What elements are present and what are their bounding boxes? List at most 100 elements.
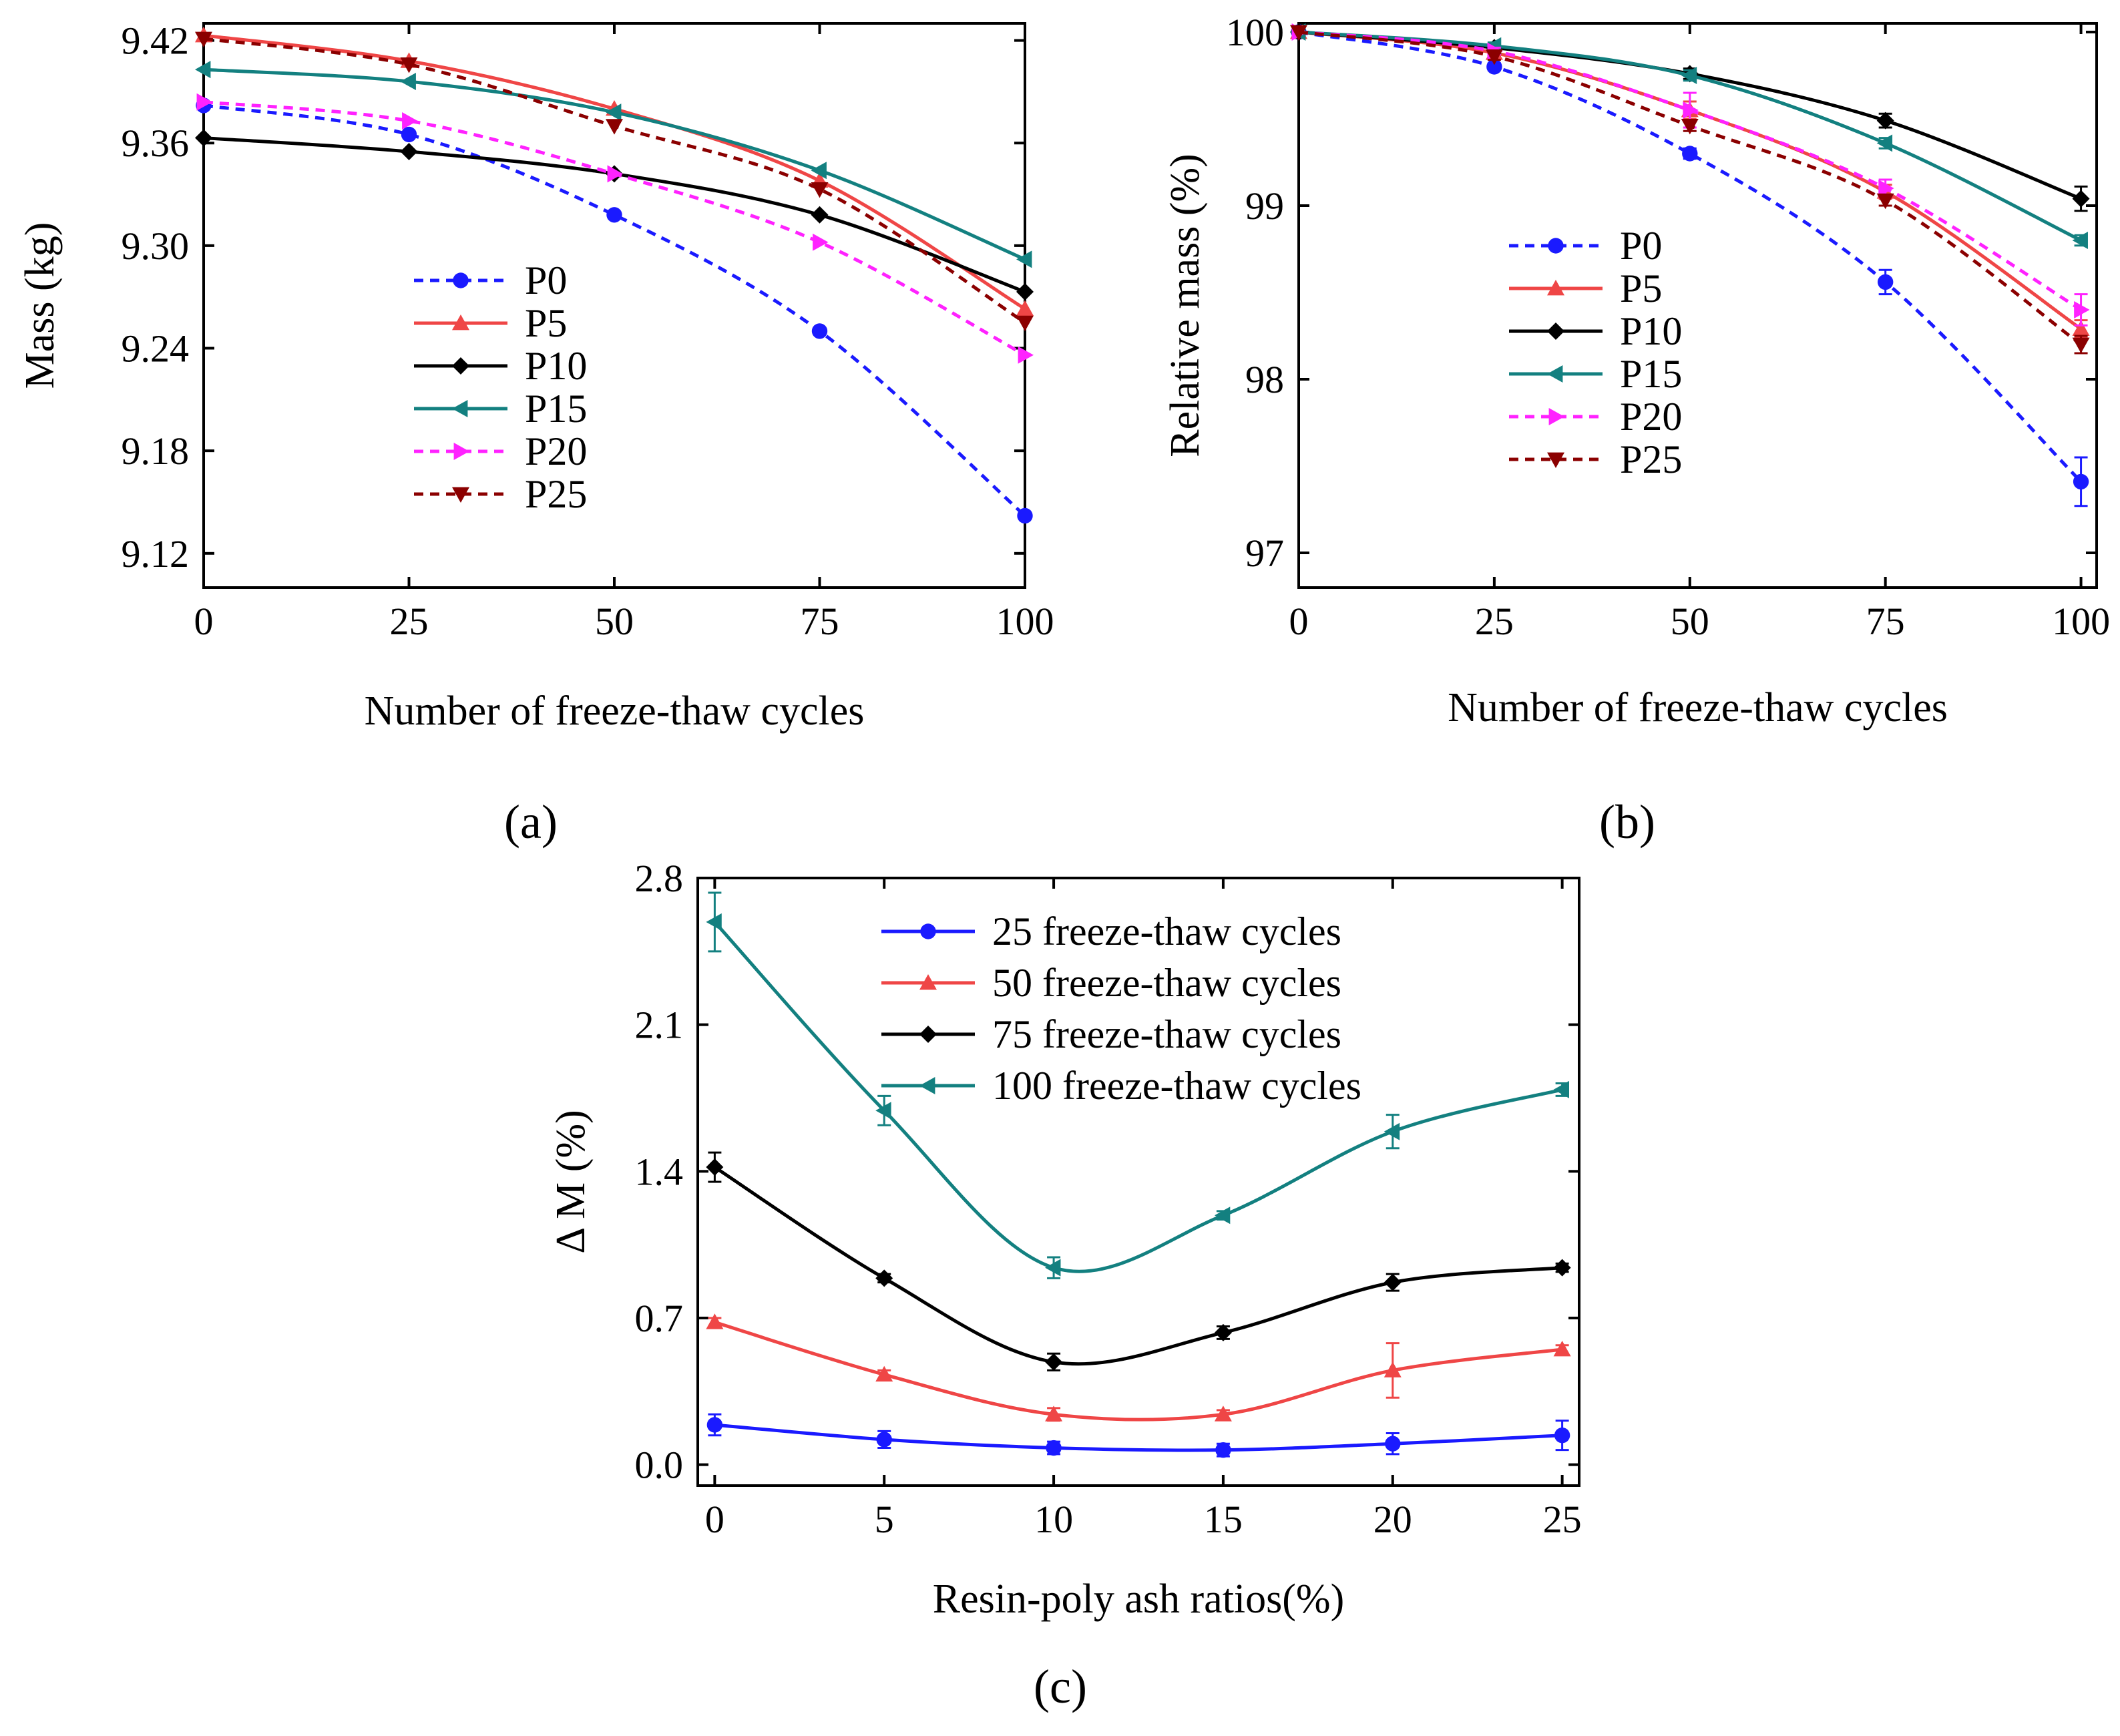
legend-label: 100 freeze-thaw cycles bbox=[992, 1064, 1361, 1108]
data-point bbox=[875, 1102, 891, 1120]
series-4 bbox=[1290, 23, 2088, 249]
data-point bbox=[1046, 1440, 1062, 1456]
data-point bbox=[1215, 1442, 1231, 1458]
data-point bbox=[706, 1313, 724, 1329]
legend-marker bbox=[920, 923, 936, 939]
x-tick-label: 100 bbox=[2052, 600, 2110, 643]
data-point bbox=[811, 323, 828, 339]
legend-marker bbox=[919, 1077, 935, 1094]
legend: 25 freeze-thaw cycles 50 freeze-thaw cycl… bbox=[881, 909, 1361, 1108]
series-4 bbox=[195, 61, 1032, 268]
data-point bbox=[706, 1417, 723, 1433]
data-point bbox=[1214, 1323, 1232, 1341]
y-tick-label: 9.30 bbox=[122, 224, 190, 268]
legend-marker bbox=[452, 314, 469, 331]
plot-frame bbox=[696, 877, 1580, 1487]
series-6 bbox=[1290, 25, 2090, 355]
x-axis-title: Number of freeze-thaw cycles bbox=[1448, 685, 1948, 730]
legend-marker bbox=[452, 400, 468, 417]
data-point bbox=[1016, 315, 1034, 332]
data-point bbox=[606, 103, 622, 122]
legend-label: P10 bbox=[525, 344, 587, 388]
y-tick-label: 0.7 bbox=[635, 1297, 684, 1340]
y-tick-label: 9.36 bbox=[122, 122, 190, 165]
legend-label: P0 bbox=[525, 258, 567, 302]
y-axis-title: Δ M (%) bbox=[548, 1110, 594, 1254]
legend-label: P20 bbox=[525, 429, 587, 473]
panel-label-a: (a) bbox=[504, 795, 558, 849]
y-tick-label: 0.0 bbox=[635, 1444, 684, 1487]
legend-marker bbox=[1548, 238, 1564, 254]
y-tick-label: 9.24 bbox=[122, 327, 190, 371]
data-point bbox=[875, 1269, 893, 1287]
data-point bbox=[1045, 1353, 1063, 1371]
data-point bbox=[811, 182, 829, 198]
series-line bbox=[713, 921, 1563, 1273]
y-axis-title: Relative mass (%) bbox=[1162, 154, 1208, 457]
legend-marker bbox=[1547, 322, 1564, 340]
data-point bbox=[1016, 300, 1034, 316]
y-tick-label: 98 bbox=[1245, 358, 1284, 401]
data-point bbox=[400, 73, 416, 91]
legend-marker bbox=[452, 357, 469, 375]
data-point bbox=[195, 31, 212, 48]
data-point bbox=[1214, 1405, 1232, 1422]
series-3 bbox=[706, 1151, 1571, 1371]
data-point bbox=[1385, 1436, 1401, 1452]
series-5 bbox=[196, 93, 1034, 364]
legend-label: P25 bbox=[525, 472, 587, 516]
legend-label: P15 bbox=[525, 387, 587, 431]
x-tick-label: 50 bbox=[1671, 600, 1709, 643]
chart-panel-a: 0 25 50 75 100 9.12 9.18 9.24 9.30 9.36 9.42 Number… bbox=[17, 19, 1054, 734]
data-point bbox=[1553, 1080, 1570, 1098]
data-point bbox=[400, 143, 418, 161]
y-tick-label: 9.18 bbox=[122, 429, 190, 473]
legend-marker bbox=[919, 1026, 937, 1043]
legend-label: P15 bbox=[1620, 352, 1682, 396]
chart-panel-c: 0 5 10 15 20 25 0.0 0.7 1.4 2.1 2.8 Resin-poly ash … bbox=[548, 857, 1582, 1622]
series-1 bbox=[196, 97, 1033, 524]
data-point bbox=[1681, 67, 1697, 84]
x-tick-label: 75 bbox=[1866, 600, 1905, 643]
data-point bbox=[876, 1432, 892, 1448]
data-point bbox=[1485, 49, 1503, 65]
data-point bbox=[1876, 134, 1893, 152]
data-point bbox=[2072, 337, 2090, 353]
x-tick-label: 0 bbox=[705, 1498, 724, 1541]
data-point bbox=[813, 233, 829, 251]
data-point bbox=[706, 1158, 724, 1176]
data-point bbox=[401, 126, 417, 143]
data-point bbox=[1018, 346, 1034, 364]
data-point bbox=[811, 162, 827, 180]
data-point bbox=[1016, 283, 1034, 301]
data-point bbox=[811, 206, 829, 224]
chart-panel-b: 0 25 50 75 100 97 98 99 100 Number of freeze-thaw… bbox=[1162, 11, 2110, 730]
data-point bbox=[1683, 101, 1699, 119]
data-point bbox=[1878, 180, 1894, 197]
legend-label: 50 freeze-thaw cycles bbox=[992, 961, 1341, 1005]
data-point bbox=[2072, 190, 2090, 208]
series-line bbox=[203, 67, 1026, 261]
y-axis-title: Mass (kg) bbox=[17, 222, 63, 389]
legend-label: P5 bbox=[1620, 266, 1662, 310]
legend-marker bbox=[1547, 452, 1564, 468]
legend-label: 75 freeze-thaw cycles bbox=[992, 1012, 1341, 1056]
series-4 bbox=[706, 891, 1570, 1279]
data-point bbox=[402, 112, 418, 130]
data-point bbox=[1486, 59, 1502, 75]
x-tick-label: 100 bbox=[996, 600, 1054, 643]
series-6 bbox=[195, 31, 1034, 332]
series-line bbox=[1298, 30, 2082, 242]
data-point bbox=[1384, 1361, 1402, 1377]
legend-label: 25 freeze-thaw cycles bbox=[992, 909, 1341, 953]
data-point bbox=[1681, 119, 1699, 135]
y-tick-label: 9.12 bbox=[122, 532, 190, 576]
y-tick-label: 2.8 bbox=[635, 857, 684, 900]
data-point bbox=[1045, 1259, 1061, 1277]
x-tick-label: 15 bbox=[1204, 1498, 1243, 1541]
y-tick-label: 100 bbox=[1226, 11, 1284, 54]
panel-label-b: (b) bbox=[1599, 795, 1655, 849]
data-point bbox=[196, 93, 212, 111]
